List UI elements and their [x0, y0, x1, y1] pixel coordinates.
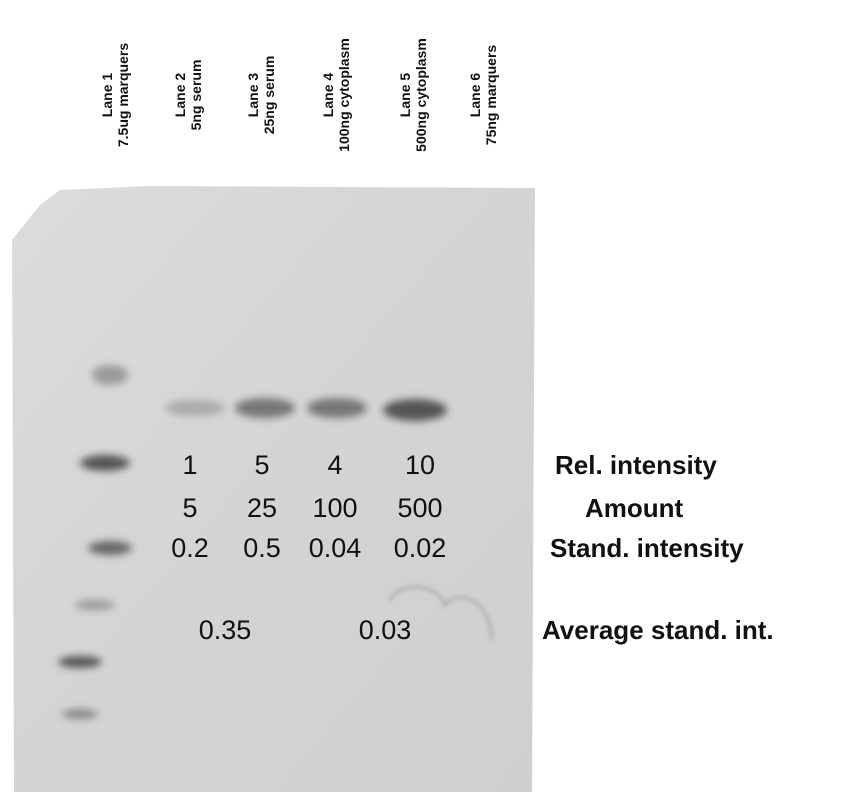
membrane: [12, 186, 535, 792]
lane-desc: 75ng marquers: [483, 45, 499, 146]
lane-name: Lane 4: [320, 73, 336, 118]
value: 0.5: [243, 533, 281, 563]
value: 1: [182, 450, 197, 480]
value: 0.02: [394, 533, 447, 563]
bands: [58, 365, 447, 719]
value: 0.03: [359, 615, 412, 645]
lane-desc: 25ng serum: [261, 56, 277, 135]
row-label: Rel. intensity: [555, 450, 717, 480]
lane-desc: 500ng cytoplasm: [413, 38, 429, 152]
value: 5: [182, 493, 197, 523]
value: 0.35: [199, 615, 252, 645]
row-label: Stand. intensity: [550, 533, 744, 563]
value: 5: [254, 450, 269, 480]
lane-name: Lane 2: [172, 73, 188, 118]
blot: [12, 186, 535, 792]
lane-name: Lane 6: [467, 73, 483, 118]
lane-desc: 7.5ug marquers: [115, 43, 131, 147]
value: 10: [405, 450, 435, 480]
lane-desc: 5ng serum: [188, 60, 204, 131]
value: 100: [312, 493, 357, 523]
lane-name: Lane 3: [245, 73, 261, 118]
lane-name: Lane 1: [99, 73, 115, 118]
value: 0.04: [309, 533, 362, 563]
lane-name: Lane 5: [397, 73, 413, 118]
lane-desc: 100ng cytoplasm: [336, 38, 352, 152]
value: 25: [247, 493, 277, 523]
value: 500: [397, 493, 442, 523]
row-label: Average stand. int.: [542, 615, 774, 645]
row-label: Amount: [585, 493, 684, 523]
value: 0.2: [171, 533, 209, 563]
value: 4: [327, 450, 342, 480]
